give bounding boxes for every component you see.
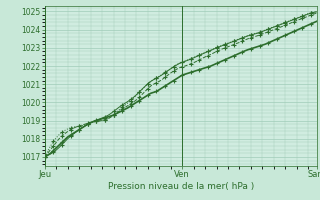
X-axis label: Pression niveau de la mer( hPa ): Pression niveau de la mer( hPa ) [108,182,254,191]
